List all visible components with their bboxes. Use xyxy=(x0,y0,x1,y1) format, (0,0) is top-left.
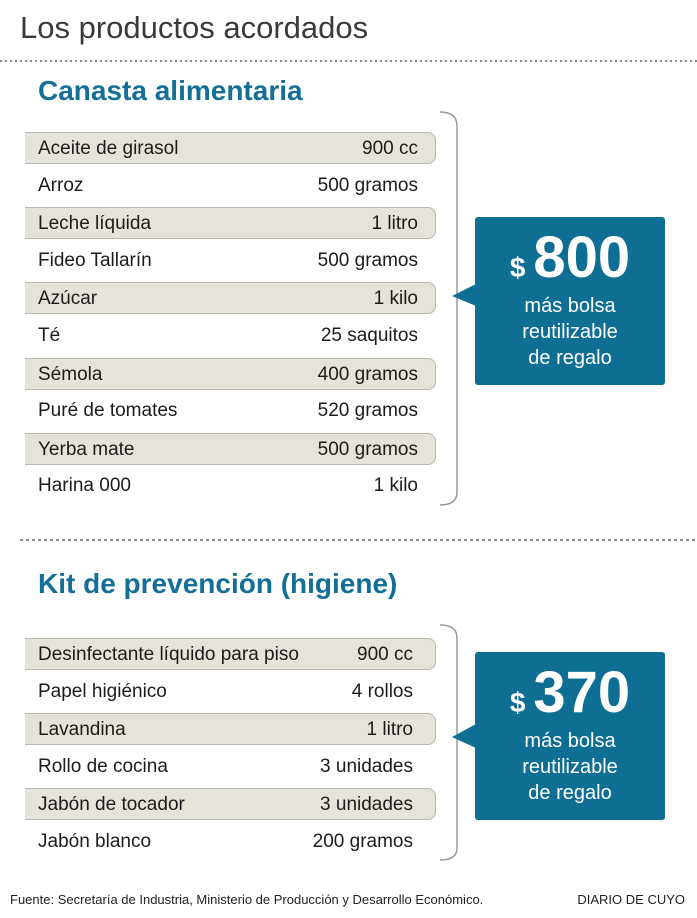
item-name: Harina 000 xyxy=(38,475,131,497)
item-row: Puré de tomates 520 gramos xyxy=(25,395,435,425)
price-box: $800 más bolsa reutilizable de regalo xyxy=(475,217,665,385)
price-note: más bolsa xyxy=(524,730,616,752)
item-row: Jabón blanco 200 gramos xyxy=(25,826,435,856)
item-row: Yerba mate 500 gramos xyxy=(25,432,436,465)
bracket xyxy=(439,624,458,861)
item-name: Jabón blanco xyxy=(38,831,152,852)
item-row: Jabón de tocador 3 unidades xyxy=(25,788,436,821)
price-note: más bolsa xyxy=(524,295,616,317)
item-name: Papel higiénico xyxy=(38,680,167,702)
price: $800 xyxy=(475,223,665,293)
item-quantity: 1 litro xyxy=(366,719,413,741)
item-row: Lavandina 1 litro xyxy=(25,713,436,746)
price: $370 xyxy=(475,658,665,728)
price-box: $370 más bolsa reutilizable de regalo xyxy=(475,652,665,820)
item-quantity: 1 litro xyxy=(371,213,418,235)
item-row: Té 25 saquitos xyxy=(25,320,435,350)
item-quantity: 500 gramos xyxy=(317,174,418,196)
item-name: Rollo de cocina xyxy=(38,755,168,777)
item-quantity: 500 gramos xyxy=(317,249,418,271)
item-name: Té xyxy=(38,325,61,346)
item-name: Lavandina xyxy=(38,719,126,741)
price-note: reutilizable xyxy=(522,321,618,343)
item-name: Sémola xyxy=(38,363,103,385)
item-row: Aceite de girasol 900 cc xyxy=(25,132,436,164)
item-quantity: 25 saquitos xyxy=(320,325,418,346)
amount: 800 xyxy=(533,225,631,290)
bracket xyxy=(439,111,458,506)
item-quantity: 520 gramos xyxy=(317,400,418,422)
item-row: Sémola 400 gramos xyxy=(25,357,436,390)
page-title: Los productos acordados xyxy=(20,10,369,45)
item-name: Fideo Tallarín xyxy=(38,249,152,271)
source: Fuente: Secretaría de Industria, Ministe… xyxy=(10,892,484,907)
amount: 370 xyxy=(533,660,631,725)
item-row: Harina 000 1 kilo xyxy=(25,470,435,500)
item-row: Arroz 500 gramos xyxy=(25,170,435,200)
item-quantity: 200 gramos xyxy=(312,831,413,852)
price-note: de regalo xyxy=(528,782,612,804)
item-quantity: 3 unidades xyxy=(320,794,413,816)
item-row: Fideo Tallarín 500 gramos xyxy=(25,245,435,275)
item-quantity: 1 kilo xyxy=(373,475,418,497)
section-title: Kit de prevención (higiene) xyxy=(38,568,398,599)
item-row: Rollo de cocina 3 unidades xyxy=(25,751,435,781)
item-row: Papel higiénico 4 rollos xyxy=(25,676,435,706)
item-quantity: 900 cc xyxy=(357,644,413,665)
item-quantity: 500 gramos xyxy=(317,438,418,460)
item-quantity: 400 gramos xyxy=(317,363,418,385)
item-name: Arroz xyxy=(38,174,84,196)
item-name: Puré de tomates xyxy=(38,400,178,422)
item-quantity: 900 cc xyxy=(362,138,418,159)
item-row: Leche líquida 1 litro xyxy=(25,207,436,240)
currency: $ xyxy=(509,687,526,718)
brand: DIARIO DE CUYO xyxy=(577,892,685,907)
item-name: Jabón de tocador xyxy=(38,794,185,816)
pointer xyxy=(452,284,476,306)
item-row: Azúcar 1 kilo xyxy=(25,282,436,315)
item-name: Aceite de girasol xyxy=(38,138,179,159)
item-row: Desinfectante líquido para piso 900 cc xyxy=(25,638,436,670)
item-name: Desinfectante líquido para piso xyxy=(38,644,299,665)
item-quantity: 1 kilo xyxy=(373,288,418,310)
item-name: Azúcar xyxy=(38,288,98,310)
item-quantity: 3 unidades xyxy=(320,755,413,777)
price-note: de regalo xyxy=(528,347,612,369)
price-note: reutilizable xyxy=(522,756,618,778)
item-quantity: 4 rollos xyxy=(351,680,413,702)
pointer xyxy=(452,724,476,748)
item-name: Yerba mate xyxy=(38,438,135,460)
currency: $ xyxy=(509,252,526,283)
item-name: Leche líquida xyxy=(38,213,152,235)
section-title: Canasta alimentaria xyxy=(38,75,303,106)
